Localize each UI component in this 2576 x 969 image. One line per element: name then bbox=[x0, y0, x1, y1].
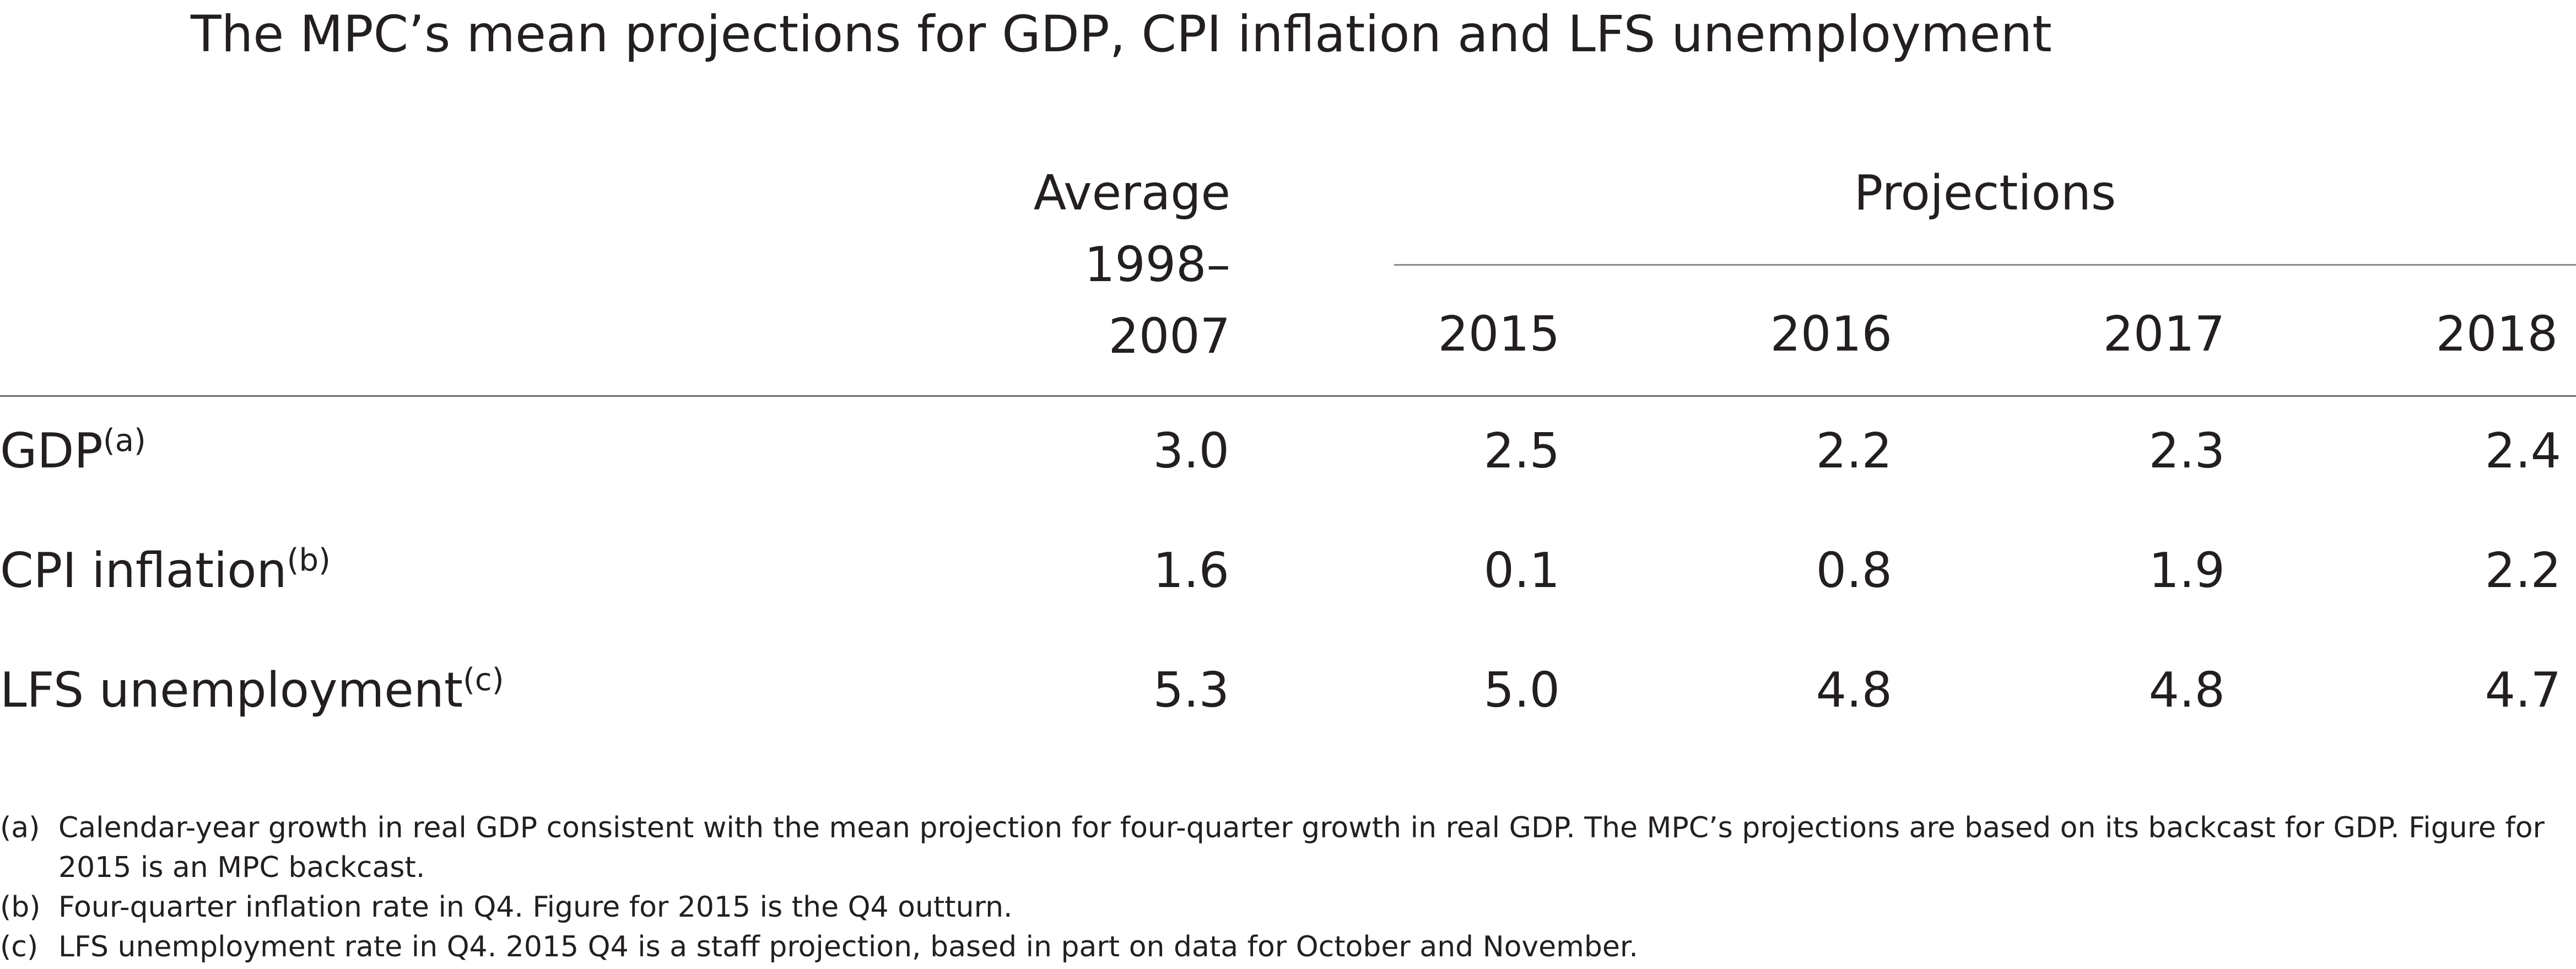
header-projections: Projections bbox=[1854, 165, 2116, 221]
table-cell: 1.6 bbox=[1153, 542, 1229, 599]
row-label-cpi: CPI inflation(b) bbox=[0, 540, 331, 607]
table-cell: 3.0 bbox=[1153, 423, 1229, 479]
header-average: Average 1998– 2007 bbox=[1034, 157, 1230, 372]
table-title: The MPC’s mean projections for GDP, CPI … bbox=[191, 6, 2052, 63]
header-year-2015: 2015 bbox=[1438, 306, 1560, 362]
row-label-text: LFS unemployment bbox=[0, 662, 463, 718]
footnote-key: (a) bbox=[0, 811, 40, 844]
header-rule bbox=[0, 395, 2576, 397]
table-cell: 4.8 bbox=[2148, 662, 2225, 718]
row-footnote-marker: (a) bbox=[102, 423, 146, 459]
row-footnote-marker: (c) bbox=[463, 662, 504, 698]
footnote-a: (a) Calendar-year growth in real GDP con… bbox=[0, 808, 2546, 887]
table-cell: 4.7 bbox=[2485, 662, 2561, 718]
table-cell: 0.8 bbox=[1816, 542, 1892, 599]
header-average-line1: Average bbox=[1033, 165, 1230, 221]
table-cell: 2.2 bbox=[2485, 542, 2561, 599]
row-label-text: GDP bbox=[0, 423, 103, 479]
table-cell: 2.5 bbox=[1483, 423, 1560, 479]
footnote-text: Four-quarter inflation rate in Q4. Figur… bbox=[58, 891, 1013, 924]
projections-rule bbox=[1394, 264, 2576, 266]
table-cell: 2.3 bbox=[2148, 423, 2225, 479]
footnote-c: (c) LFS unemployment rate in Q4. 2015 Q4… bbox=[0, 927, 2546, 967]
row-label-text: CPI inflation bbox=[0, 542, 287, 599]
footnote-text: LFS unemployment rate in Q4. 2015 Q4 is … bbox=[58, 930, 1638, 963]
footnote-b: (b) Four-quarter inflation rate in Q4. F… bbox=[0, 887, 2546, 927]
header-year-2018: 2018 bbox=[2435, 306, 2558, 362]
table-cell: 0.1 bbox=[1483, 542, 1560, 599]
row-footnote-marker: (b) bbox=[287, 542, 331, 578]
table-cell: 2.4 bbox=[2485, 423, 2561, 479]
header-year-2016: 2016 bbox=[1770, 306, 1892, 362]
footnote-key: (b) bbox=[0, 891, 41, 924]
footnote-key: (c) bbox=[0, 930, 39, 963]
table-cell: 4.8 bbox=[1816, 662, 1892, 718]
header-average-line2: 1998– bbox=[1084, 236, 1230, 293]
footnotes: (a) Calendar-year growth in real GDP con… bbox=[0, 808, 2546, 967]
header-year-2017: 2017 bbox=[2103, 306, 2225, 362]
table-cell: 1.9 bbox=[2148, 542, 2225, 599]
table-cell: 2.2 bbox=[1816, 423, 1892, 479]
table-cell: 5.3 bbox=[1153, 662, 1229, 718]
header-average-line3: 2007 bbox=[1108, 308, 1230, 364]
footnote-text: Calendar-year growth in real GDP consist… bbox=[58, 811, 2545, 884]
row-label-lfs: LFS unemployment(c) bbox=[0, 660, 504, 727]
table-cell: 5.0 bbox=[1483, 662, 1560, 718]
row-label-gdp: GDP(a) bbox=[0, 421, 146, 488]
